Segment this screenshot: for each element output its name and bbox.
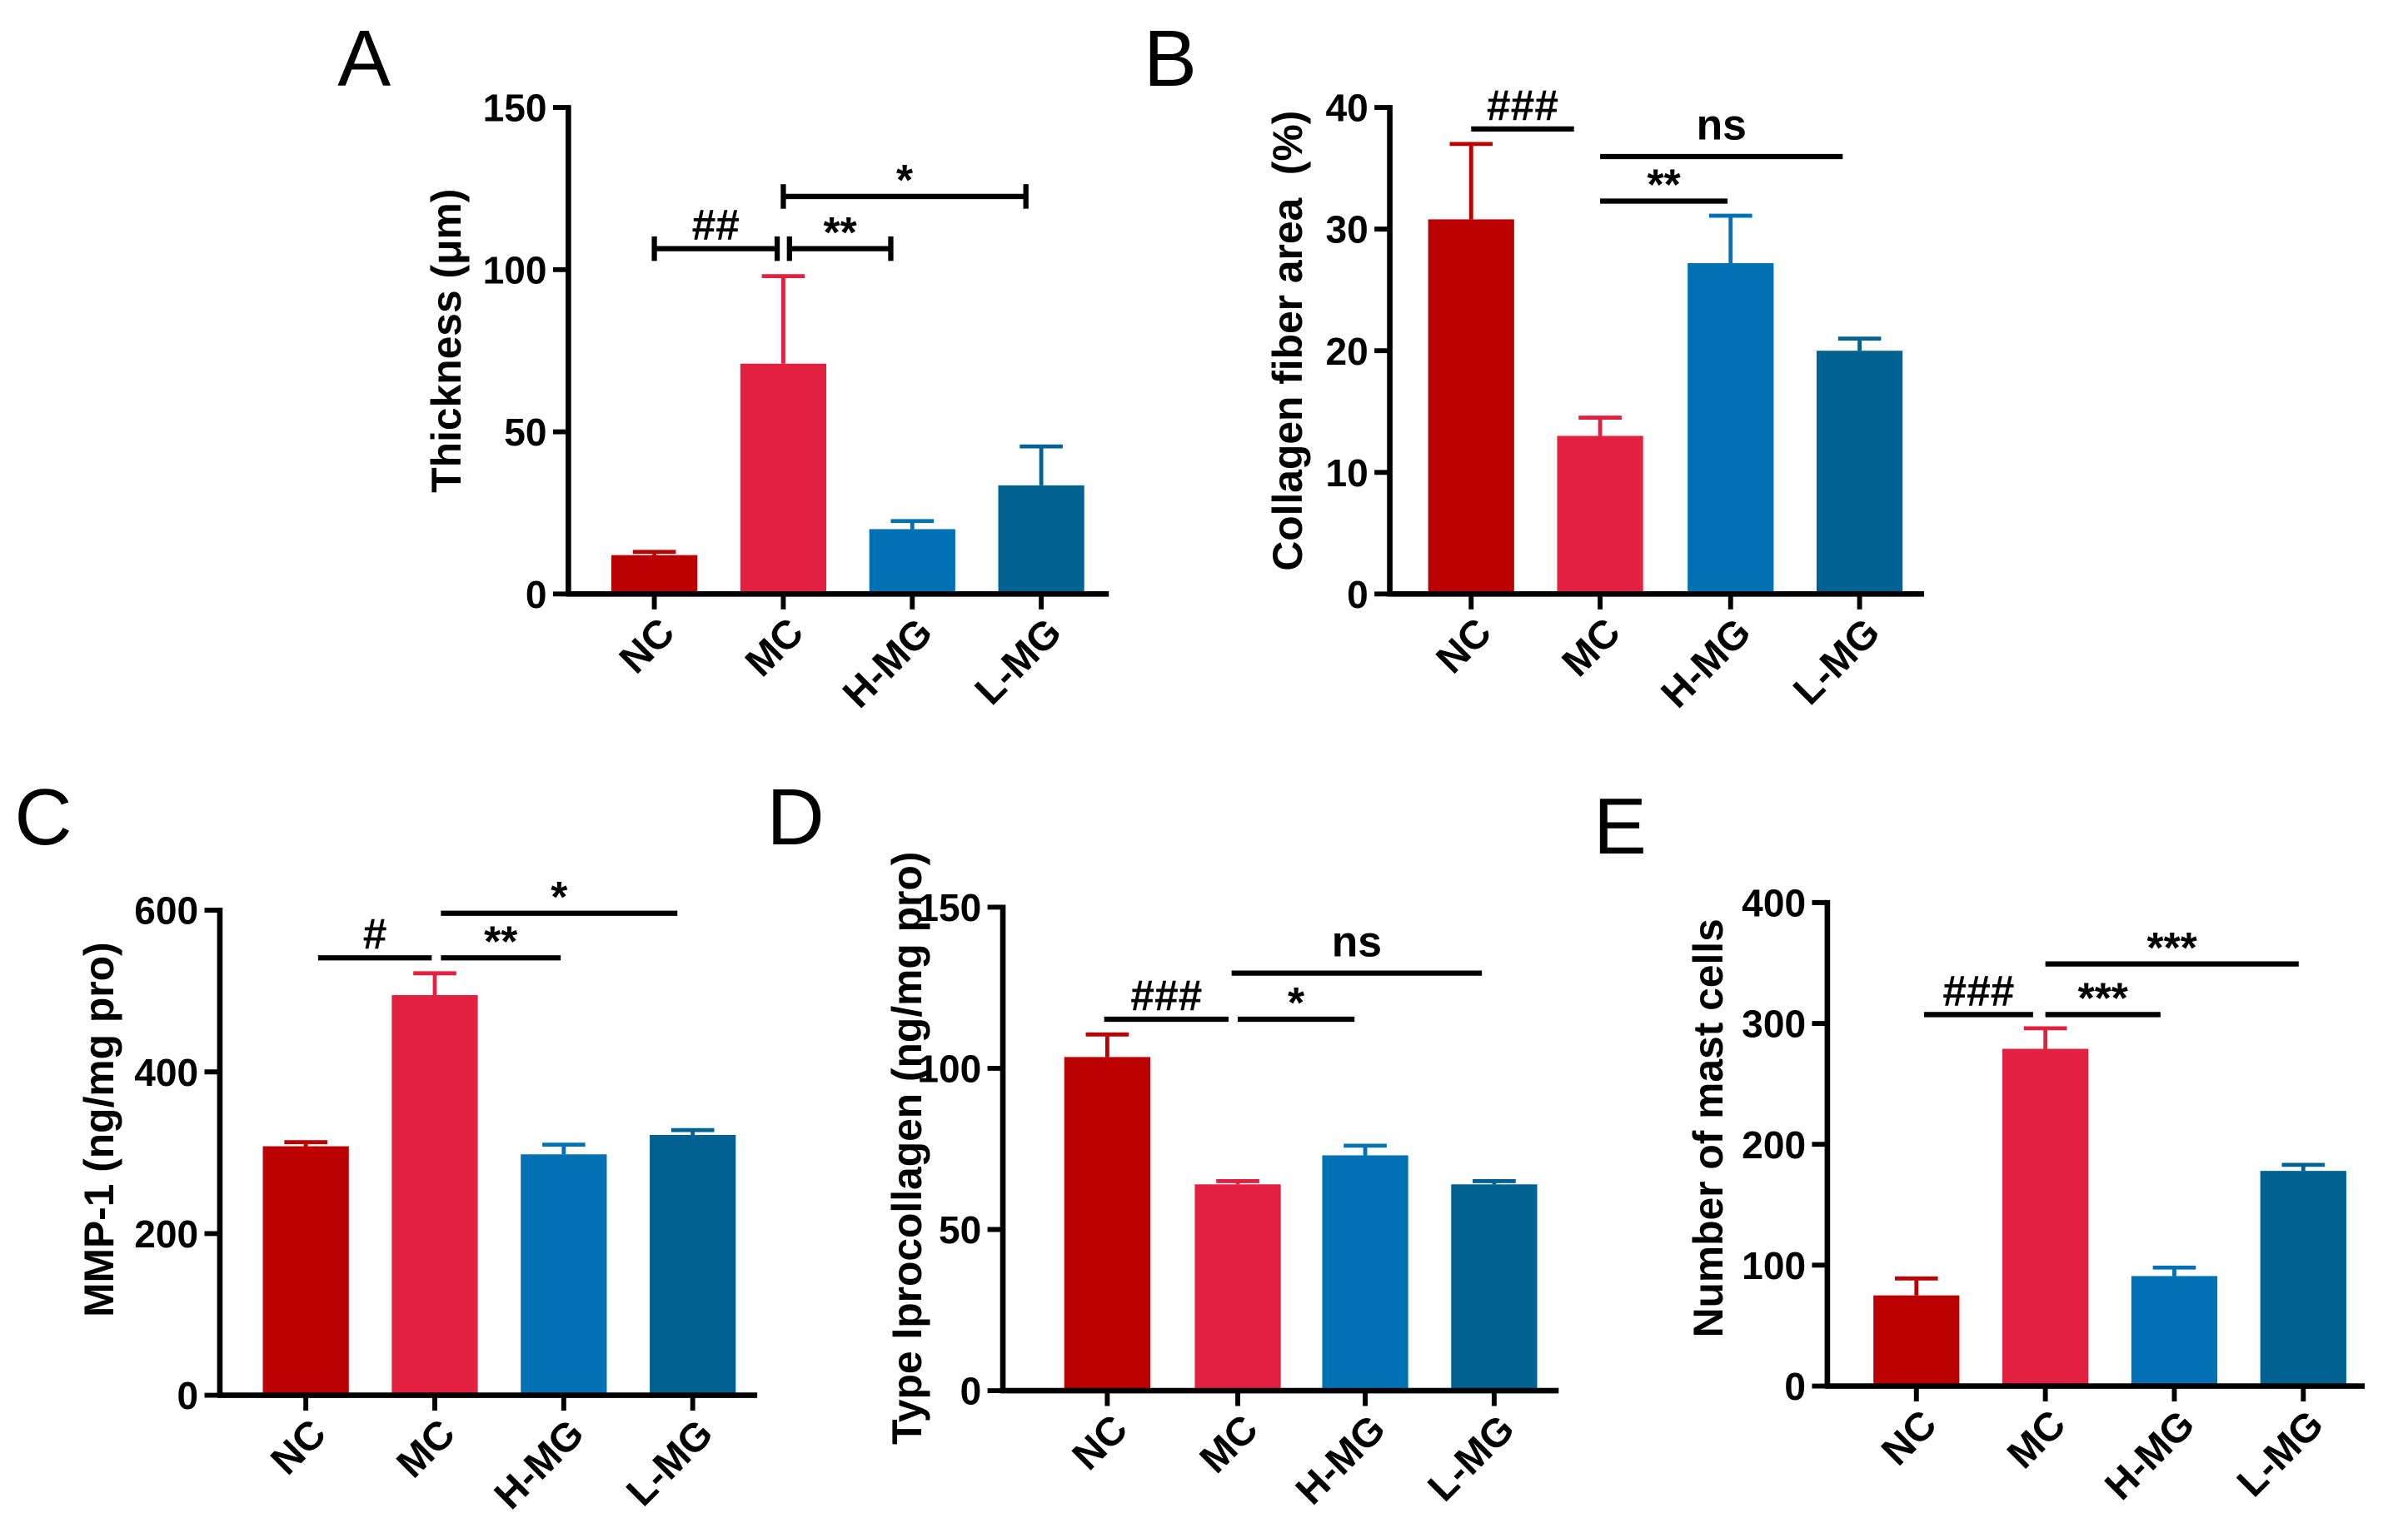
sig-label-C-1: # [363,909,387,958]
y-axis-label-A: Thickness (μm) [423,189,470,493]
bar-B-H-MG [1688,263,1774,595]
ytick-label-B-40: 40 [1325,87,1368,130]
sig-label-A-3: * [896,156,914,204]
sig-label-D-3: ns [1332,917,1382,965]
sig-label-C-3: * [551,873,568,921]
bar-C-H-MG [521,1154,607,1396]
xtick-label-E-NC: NC [1873,1402,1945,1474]
bar-C-L-MG [650,1134,736,1396]
xtick-label-E-L-MG: L-MG [2229,1402,2332,1506]
ytick-label-A-50: 50 [504,411,546,454]
ytick-label-A-150: 150 [483,87,547,130]
sig-label-E-1: ### [1942,966,2014,1014]
bar-B-NC [1428,219,1514,595]
sig-label-A-1: ## [692,201,740,249]
ytick-label-B-10: 10 [1325,451,1368,495]
ytick-label-E-400: 400 [1742,881,1806,924]
panel-label-A: A [337,14,391,103]
ytick-label-B-30: 30 [1325,208,1368,251]
xtick-label-E-H-MG: H-MG [2096,1402,2203,1509]
bar-B-L-MG [1816,351,1903,595]
ytick-label-C-200: 200 [134,1212,198,1256]
ytick-label-E-100: 100 [1742,1244,1806,1287]
xtick-label-D-NC: NC [1064,1406,1136,1478]
y-axis-label-B: Collagen fiber area (%) [1264,111,1311,571]
bar-C-MC [391,995,478,1396]
xtick-label-A-L-MG: L-MG [967,610,1070,714]
sig-label-B-3: ** [1647,161,1681,209]
bar-A-NC [611,555,698,595]
xtick-label-B-MC: MC [1554,610,1629,685]
xtick-label-B-H-MG: H-MG [1653,610,1760,717]
bar-D-H-MG [1322,1155,1408,1391]
xtick-label-C-H-MG: H-MG [486,1411,593,1518]
sig-label-B-2: ns [1697,101,1747,149]
ytick-label-B-20: 20 [1325,330,1368,373]
xtick-label-A-NC: NC [611,610,683,682]
ytick-label-E-200: 200 [1742,1123,1806,1167]
ytick-label-D-150: 150 [917,886,981,929]
bar-D-MC [1194,1184,1281,1391]
xtick-label-C-L-MG: L-MG [618,1411,721,1515]
sig-label-D-1: ### [1130,971,1202,1019]
y-axis-label-E: Number of mast cells [1685,918,1732,1337]
ytick-label-C-400: 400 [134,1051,198,1094]
sig-label-C-2: ** [484,917,518,965]
xtick-label-B-L-MG: L-MG [1785,610,1888,714]
sig-label-A-2: ** [824,208,858,256]
xtick-label-D-L-MG: L-MG [1420,1406,1523,1510]
xtick-label-A-MC: MC [737,610,812,685]
bar-D-L-MG [1451,1184,1538,1391]
xtick-label-D-MC: MC [1192,1406,1267,1481]
sig-label-E-3: *** [2147,923,2198,972]
bar-A-H-MG [869,529,955,595]
xtick-label-C-MC: MC [389,1411,464,1486]
panel-C: NC MC H-MG L-MG 0 200 400 600 MMP-1 (ng/mg pro) C… [14,773,758,1518]
ytick-label-E-0: 0 [1784,1365,1806,1408]
sig-label-D-2: * [1288,978,1305,1027]
xtick-label-A-H-MG: H-MG [835,610,941,717]
ytick-label-C-0: 0 [177,1374,198,1417]
xtick-label-C-NC: NC [262,1411,334,1483]
bar-E-NC [1873,1295,1960,1386]
panel-label-B: B [1144,14,1197,103]
ytick-label-E-300: 300 [1742,1003,1806,1046]
ytick-label-B-0: 0 [1347,573,1369,616]
sig-label-B-1: ### [1487,81,1558,129]
bar-D-NC [1064,1057,1150,1391]
bar-B-MC [1557,436,1643,595]
bar-C-NC [262,1146,349,1396]
bar-A-MC [740,363,827,595]
xtick-label-B-NC: NC [1428,610,1500,682]
ytick-label-D-0: 0 [960,1370,982,1413]
ytick-label-D-100: 100 [917,1048,981,1091]
ytick-label-A-100: 100 [483,248,547,291]
ytick-label-A-0: 0 [526,573,547,616]
bar-E-H-MG [2131,1276,2218,1386]
panel-label-E: E [1593,782,1647,871]
xtick-label-D-H-MG: H-MG [1288,1406,1394,1513]
panel-label-D: D [767,773,825,862]
bar-E-L-MG [2260,1171,2346,1386]
y-axis-label-D: Type Iprocollagen (ng/mg pro) [884,852,930,1445]
panel-label-C: C [14,773,72,862]
xtick-label-E-MC: MC [1999,1402,2074,1477]
bar-E-MC [2002,1048,2089,1386]
bar-A-L-MG [998,485,1084,595]
sig-label-E-2: *** [2078,974,2129,1023]
ytick-label-C-600: 600 [134,889,198,933]
ytick-label-D-50: 50 [939,1208,981,1252]
y-axis-label-C: MMP-1 (ng/mg pro) [76,942,122,1317]
panel-B: NC MC H-MG L-MG 0 10 20 30 40 Collagen fiber area… [1144,14,1925,717]
